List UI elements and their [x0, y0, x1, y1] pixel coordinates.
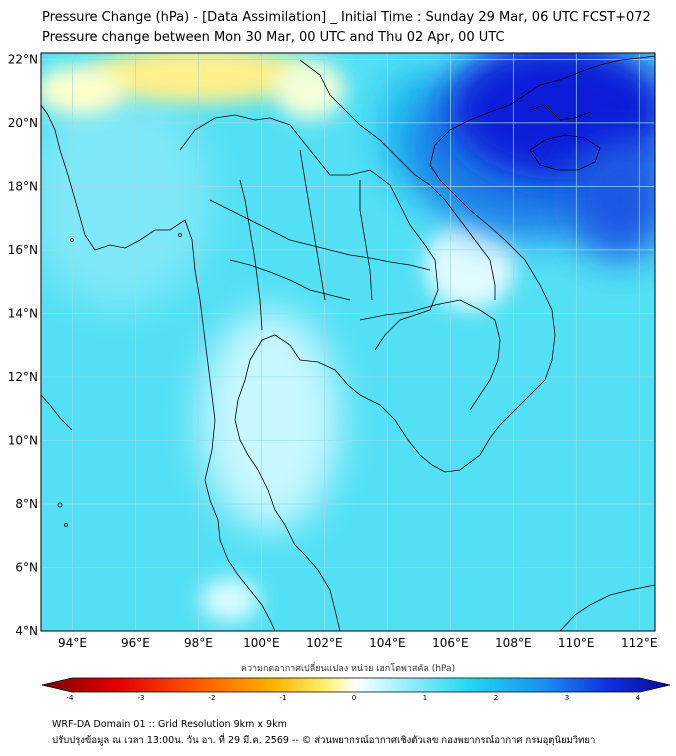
colorbar-ticks: -4 -3 -2 -1 0 1 2 3 4: [67, 694, 641, 702]
latitude-label: 20°N: [8, 116, 38, 130]
longitude-label: 104°E: [369, 636, 406, 650]
field-pale-northwest: [41, 65, 125, 115]
field-pale-south: [200, 578, 260, 622]
map-frame: [40, 52, 656, 632]
island-1: [57, 502, 63, 508]
colorbar-tick-label: 3: [565, 694, 569, 702]
cambodia-border: [359, 299, 501, 411]
borneo: [559, 584, 655, 631]
map-subtitle: Pressure change between Mon 30 Mar, 00 U…: [42, 30, 505, 45]
longitude-label: 100°E: [243, 636, 280, 650]
colorbar-tick-label: -2: [209, 694, 216, 702]
sumatra: [41, 394, 73, 431]
pressure-field: [41, 53, 655, 631]
longitude-label: 98°E: [184, 636, 213, 650]
graticule: [41, 53, 655, 631]
field-light-west: [41, 90, 210, 310]
longitude-label: 110°E: [558, 636, 595, 650]
footer-model-info: WRF-DA Domain 01 :: Grid Resolution 9km …: [52, 719, 287, 730]
latitude-label: 4°N: [15, 624, 38, 638]
laos-border: [299, 59, 496, 300]
inner-borders-1: [209, 199, 431, 271]
latitude-label: 8°N: [15, 497, 38, 511]
colorbar-tick-label: -3: [138, 694, 145, 702]
latitude-label: 14°N: [8, 306, 38, 320]
longitude-label: 94°E: [58, 636, 87, 650]
latitude-label: 16°N: [8, 243, 38, 257]
latitude-label: 18°N: [8, 179, 38, 193]
colorbar-tick-label: -4: [67, 694, 75, 702]
latitude-label: 10°N: [8, 433, 38, 447]
colorbar-tick-label: -1: [280, 694, 287, 702]
island-3: [70, 238, 74, 242]
longitude-label: 106°E: [432, 636, 469, 650]
latitude-labels: 22°N 20°N 18°N 16°N 14°N 12°N 10°N 8°N 6°N 4°N: [8, 52, 38, 638]
leizhou: [529, 104, 591, 121]
field-blue-southeast: [570, 140, 655, 260]
island-4: [178, 233, 182, 237]
coastlines-and-borders: [41, 55, 655, 631]
field-pale-east: [425, 220, 515, 310]
inner-borders-2: [229, 259, 351, 301]
colorbar-tick-label: 1: [423, 694, 427, 702]
field-yellow-north: [90, 53, 310, 103]
map-title: Pressure Change (hPa) - [Data Assimilati…: [42, 10, 651, 25]
footer-credit: ปรับปรุงข้อมูล ณ เวลา 13:00น. วัน อา. ที…: [52, 735, 596, 746]
thailand-north-border: [179, 114, 439, 351]
longitude-labels: 94°E 96°E 98°E 100°E 102°E 104°E 106°E 108°E 110…: [58, 636, 657, 650]
colorbar-tick-label: 2: [494, 694, 498, 702]
latitude-label: 12°N: [8, 370, 38, 384]
inner-borders-5: [359, 180, 373, 301]
myanmar-coast: [41, 104, 221, 541]
field-pale-north: [275, 60, 345, 120]
longitude-label: 108°E: [495, 636, 532, 650]
vietnam-coast: [429, 55, 655, 426]
longitude-label: 96°E: [121, 636, 150, 650]
hainan: [529, 134, 601, 171]
peninsula-west: [219, 539, 276, 631]
longitude-label: 102°E: [306, 636, 343, 650]
inner-borders-3: [239, 179, 263, 331]
colorbar-tick-label: 4: [636, 694, 641, 702]
gulf-of-thailand: [249, 334, 501, 473]
colorbar: [41, 677, 671, 693]
island-2: [64, 523, 68, 527]
longitude-label: 112°E: [621, 636, 658, 650]
peninsula-east: [234, 359, 341, 631]
field-pale-central: [200, 310, 340, 530]
latitude-label: 6°N: [15, 560, 38, 574]
colorbar-label: ความกดอากาศเปลี่ยนแปลง หน่วย เฮกโตพาสคัล…: [241, 661, 455, 674]
inner-borders-4: [299, 149, 326, 301]
colorbar-tick-label: 0: [352, 694, 356, 702]
latitude-label: 22°N: [8, 52, 38, 66]
